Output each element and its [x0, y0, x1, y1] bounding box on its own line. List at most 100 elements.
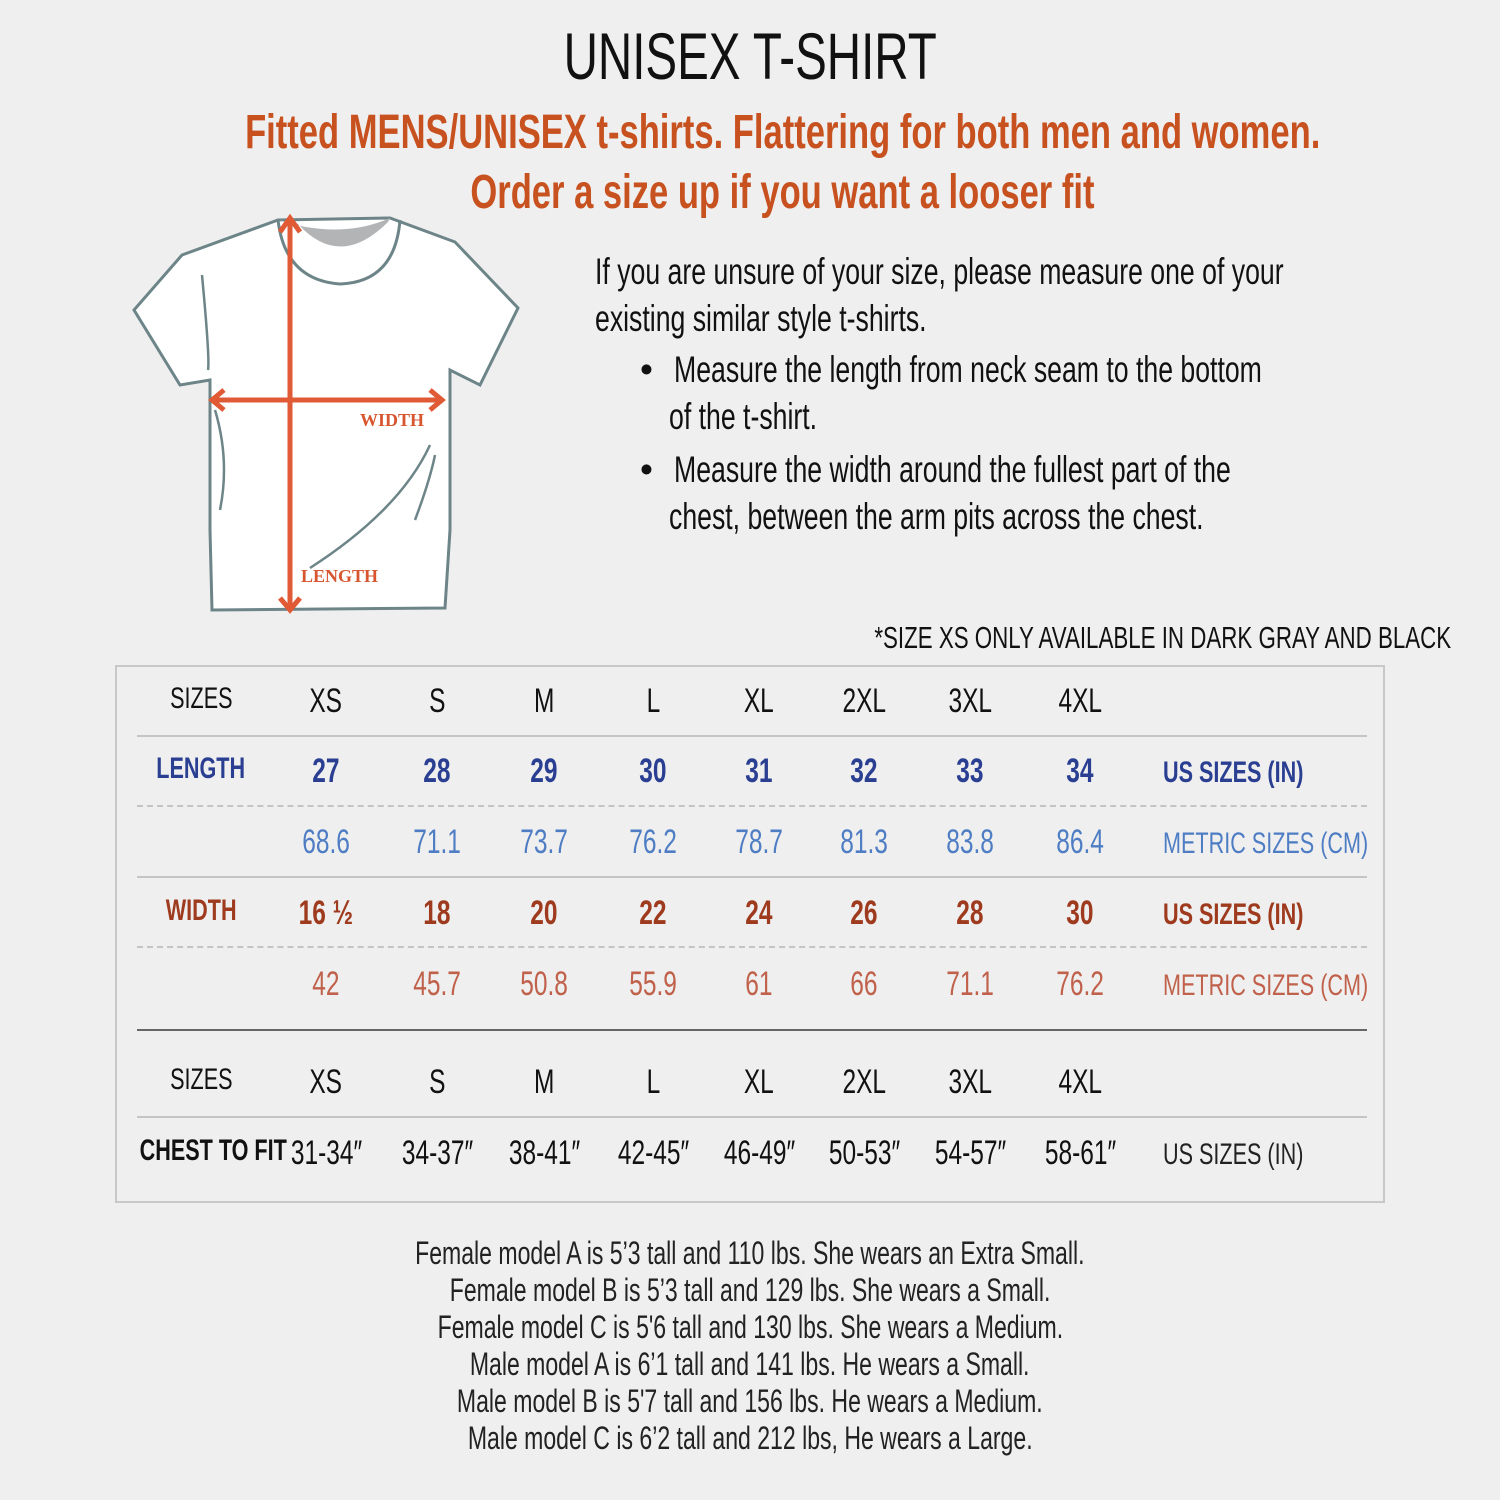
- table-cell: 73.7: [474, 823, 614, 862]
- model-text: Female model C is 5'6 tall and 130 lbs. …: [437, 1309, 1063, 1345]
- table-cell: M: [474, 1063, 614, 1102]
- table-cell: 78.7: [689, 823, 829, 862]
- table-cell: 34: [1010, 752, 1150, 791]
- table-cell: 81.3: [794, 823, 934, 862]
- bullet-text: Measure the width around the fullest par…: [673, 449, 1231, 490]
- cell-value: 30: [639, 752, 667, 790]
- table-cell: 31: [689, 752, 829, 791]
- row-label-cell: SIZES: [111, 1063, 291, 1097]
- cell-value: 32: [850, 752, 878, 790]
- model-line: Male model B is 5'7 tall and 156 lbs. He…: [0, 1383, 1500, 1420]
- cell-value: XL: [744, 682, 774, 720]
- model-line: Male model C is 6’2 tall and 212 lbs, He…: [0, 1420, 1500, 1457]
- cell-value: 61: [745, 965, 773, 1003]
- table-cell: XL: [689, 1063, 829, 1102]
- cell-value: 78.7: [735, 823, 783, 861]
- row-label-cell: SIZES: [111, 682, 291, 716]
- unit-label: METRIC SIZES (CM): [1163, 969, 1448, 1003]
- cell-value: 54-57″: [934, 1134, 1006, 1172]
- table-cell: 30: [583, 752, 723, 791]
- cell-value: 33: [956, 752, 984, 790]
- table-cell: 76.2: [583, 823, 723, 862]
- subtitle-text: Fitted MENS/UNISEX t-shirts. Flattering …: [244, 106, 1321, 159]
- title-text: UNISEX T-SHIRT: [563, 19, 937, 93]
- subtitle-line-1: Fitted MENS/UNISEX t-shirts. Flattering …: [0, 105, 1500, 160]
- table-cell: 16 ½: [256, 894, 396, 933]
- bullet-text: of the t-shirt.: [669, 396, 818, 437]
- table-cell: 3XL: [900, 1063, 1040, 1102]
- subtitle-line-2: Order a size up if you want a looser fit: [0, 165, 1500, 220]
- unit-text: METRIC SIZES (CM): [1163, 827, 1369, 860]
- table-cell: 4XL: [1010, 1063, 1150, 1102]
- cell-value: 50.8: [520, 965, 568, 1003]
- xs-availability-note: *SIZE XS ONLY AVAILABLE IN DARK GRAY AND…: [650, 620, 1451, 656]
- cell-value: 28: [423, 752, 451, 790]
- table-cell: S: [367, 1063, 507, 1102]
- table-cell: 2XL: [794, 1063, 934, 1102]
- table-cell: 76.2: [1010, 965, 1150, 1004]
- cell-value: M: [533, 1063, 555, 1101]
- instructions-intro: If you are unsure of your size, please m…: [595, 248, 1500, 342]
- table-cell: 20: [474, 894, 614, 933]
- size-table: [115, 665, 1385, 1203]
- cell-value: 16 ½: [298, 894, 354, 932]
- cell-value: S: [428, 1063, 446, 1101]
- unit-label: US SIZES (IN): [1163, 1138, 1358, 1172]
- table-cell: 2XL: [794, 682, 934, 721]
- unit-label: US SIZES (IN): [1163, 898, 1358, 932]
- table-cell: 71.1: [367, 823, 507, 862]
- table-cell: 46-49″: [689, 1134, 829, 1173]
- intro-line: If you are unsure of your size, please m…: [595, 251, 1284, 292]
- cell-value: 22: [639, 894, 667, 932]
- cell-value: 73.7: [520, 823, 568, 861]
- bullet-length: • Measure the length from neck seam to t…: [640, 346, 1500, 440]
- table-cell: 83.8: [900, 823, 1040, 862]
- table-cell: 68.6: [256, 823, 396, 862]
- model-text: Male model A is 6’1 tall and 141 lbs. He…: [470, 1346, 1030, 1382]
- bullet-width: • Measure the width around the fullest p…: [640, 446, 1500, 540]
- table-cell: M: [474, 682, 614, 721]
- table-cell: 66: [794, 965, 934, 1004]
- row-label: WIDTH: [165, 894, 237, 927]
- table-cell: 28: [900, 894, 1040, 933]
- bullet-text: Measure the length from neck seam to the…: [673, 349, 1262, 390]
- table-cell: 18: [367, 894, 507, 933]
- row-label: LENGTH: [156, 752, 246, 785]
- tshirt-outline-icon: [132, 216, 520, 612]
- cell-value: M: [533, 682, 555, 720]
- cell-value: 27: [312, 752, 340, 790]
- table-cell: S: [367, 682, 507, 721]
- table-cell: 32: [794, 752, 934, 791]
- table-cell: 58-61″: [1010, 1134, 1150, 1173]
- cell-value: 24: [745, 894, 773, 932]
- table-cell: 33: [900, 752, 1040, 791]
- xs-note-text: *SIZE XS ONLY AVAILABLE IN DARK GRAY AND…: [874, 620, 1452, 655]
- table-cell: 42-45″: [583, 1134, 723, 1173]
- table-cell: 24: [689, 894, 829, 933]
- cell-value: 38-41″: [508, 1134, 580, 1172]
- model-line: Male model A is 6’1 tall and 141 lbs. He…: [0, 1346, 1500, 1383]
- table-cell: 61: [689, 965, 829, 1004]
- cell-value: 42: [312, 965, 340, 1003]
- table-cell: 29: [474, 752, 614, 791]
- unit-label: METRIC SIZES (CM): [1163, 827, 1448, 861]
- model-text: Female model B is 5’3 tall and 129 lbs. …: [449, 1272, 1051, 1308]
- model-info: Female model A is 5’3 tall and 110 lbs. …: [0, 1235, 1500, 1457]
- table-cell: XL: [689, 682, 829, 721]
- table-cell: L: [583, 682, 723, 721]
- cell-value: 26: [850, 894, 878, 932]
- cell-value: 66: [850, 965, 878, 1003]
- collar-icon: [278, 218, 390, 247]
- unit-text: US SIZES (IN): [1163, 898, 1304, 931]
- bullet-text: chest, between the arm pits across the c…: [669, 496, 1204, 537]
- table-cell: 31-34″: [256, 1134, 396, 1173]
- model-text: Female model A is 5’3 tall and 110 lbs. …: [415, 1235, 1085, 1271]
- cell-value: 50-53″: [828, 1134, 900, 1172]
- table-cell: 54-57″: [900, 1134, 1040, 1173]
- cell-value: 68.6: [302, 823, 350, 861]
- cell-value: 58-61″: [1044, 1134, 1116, 1172]
- cell-value: 76.2: [629, 823, 677, 861]
- cell-value: S: [428, 682, 446, 720]
- cell-value: 71.1: [946, 965, 994, 1003]
- table-cell: 45.7: [367, 965, 507, 1004]
